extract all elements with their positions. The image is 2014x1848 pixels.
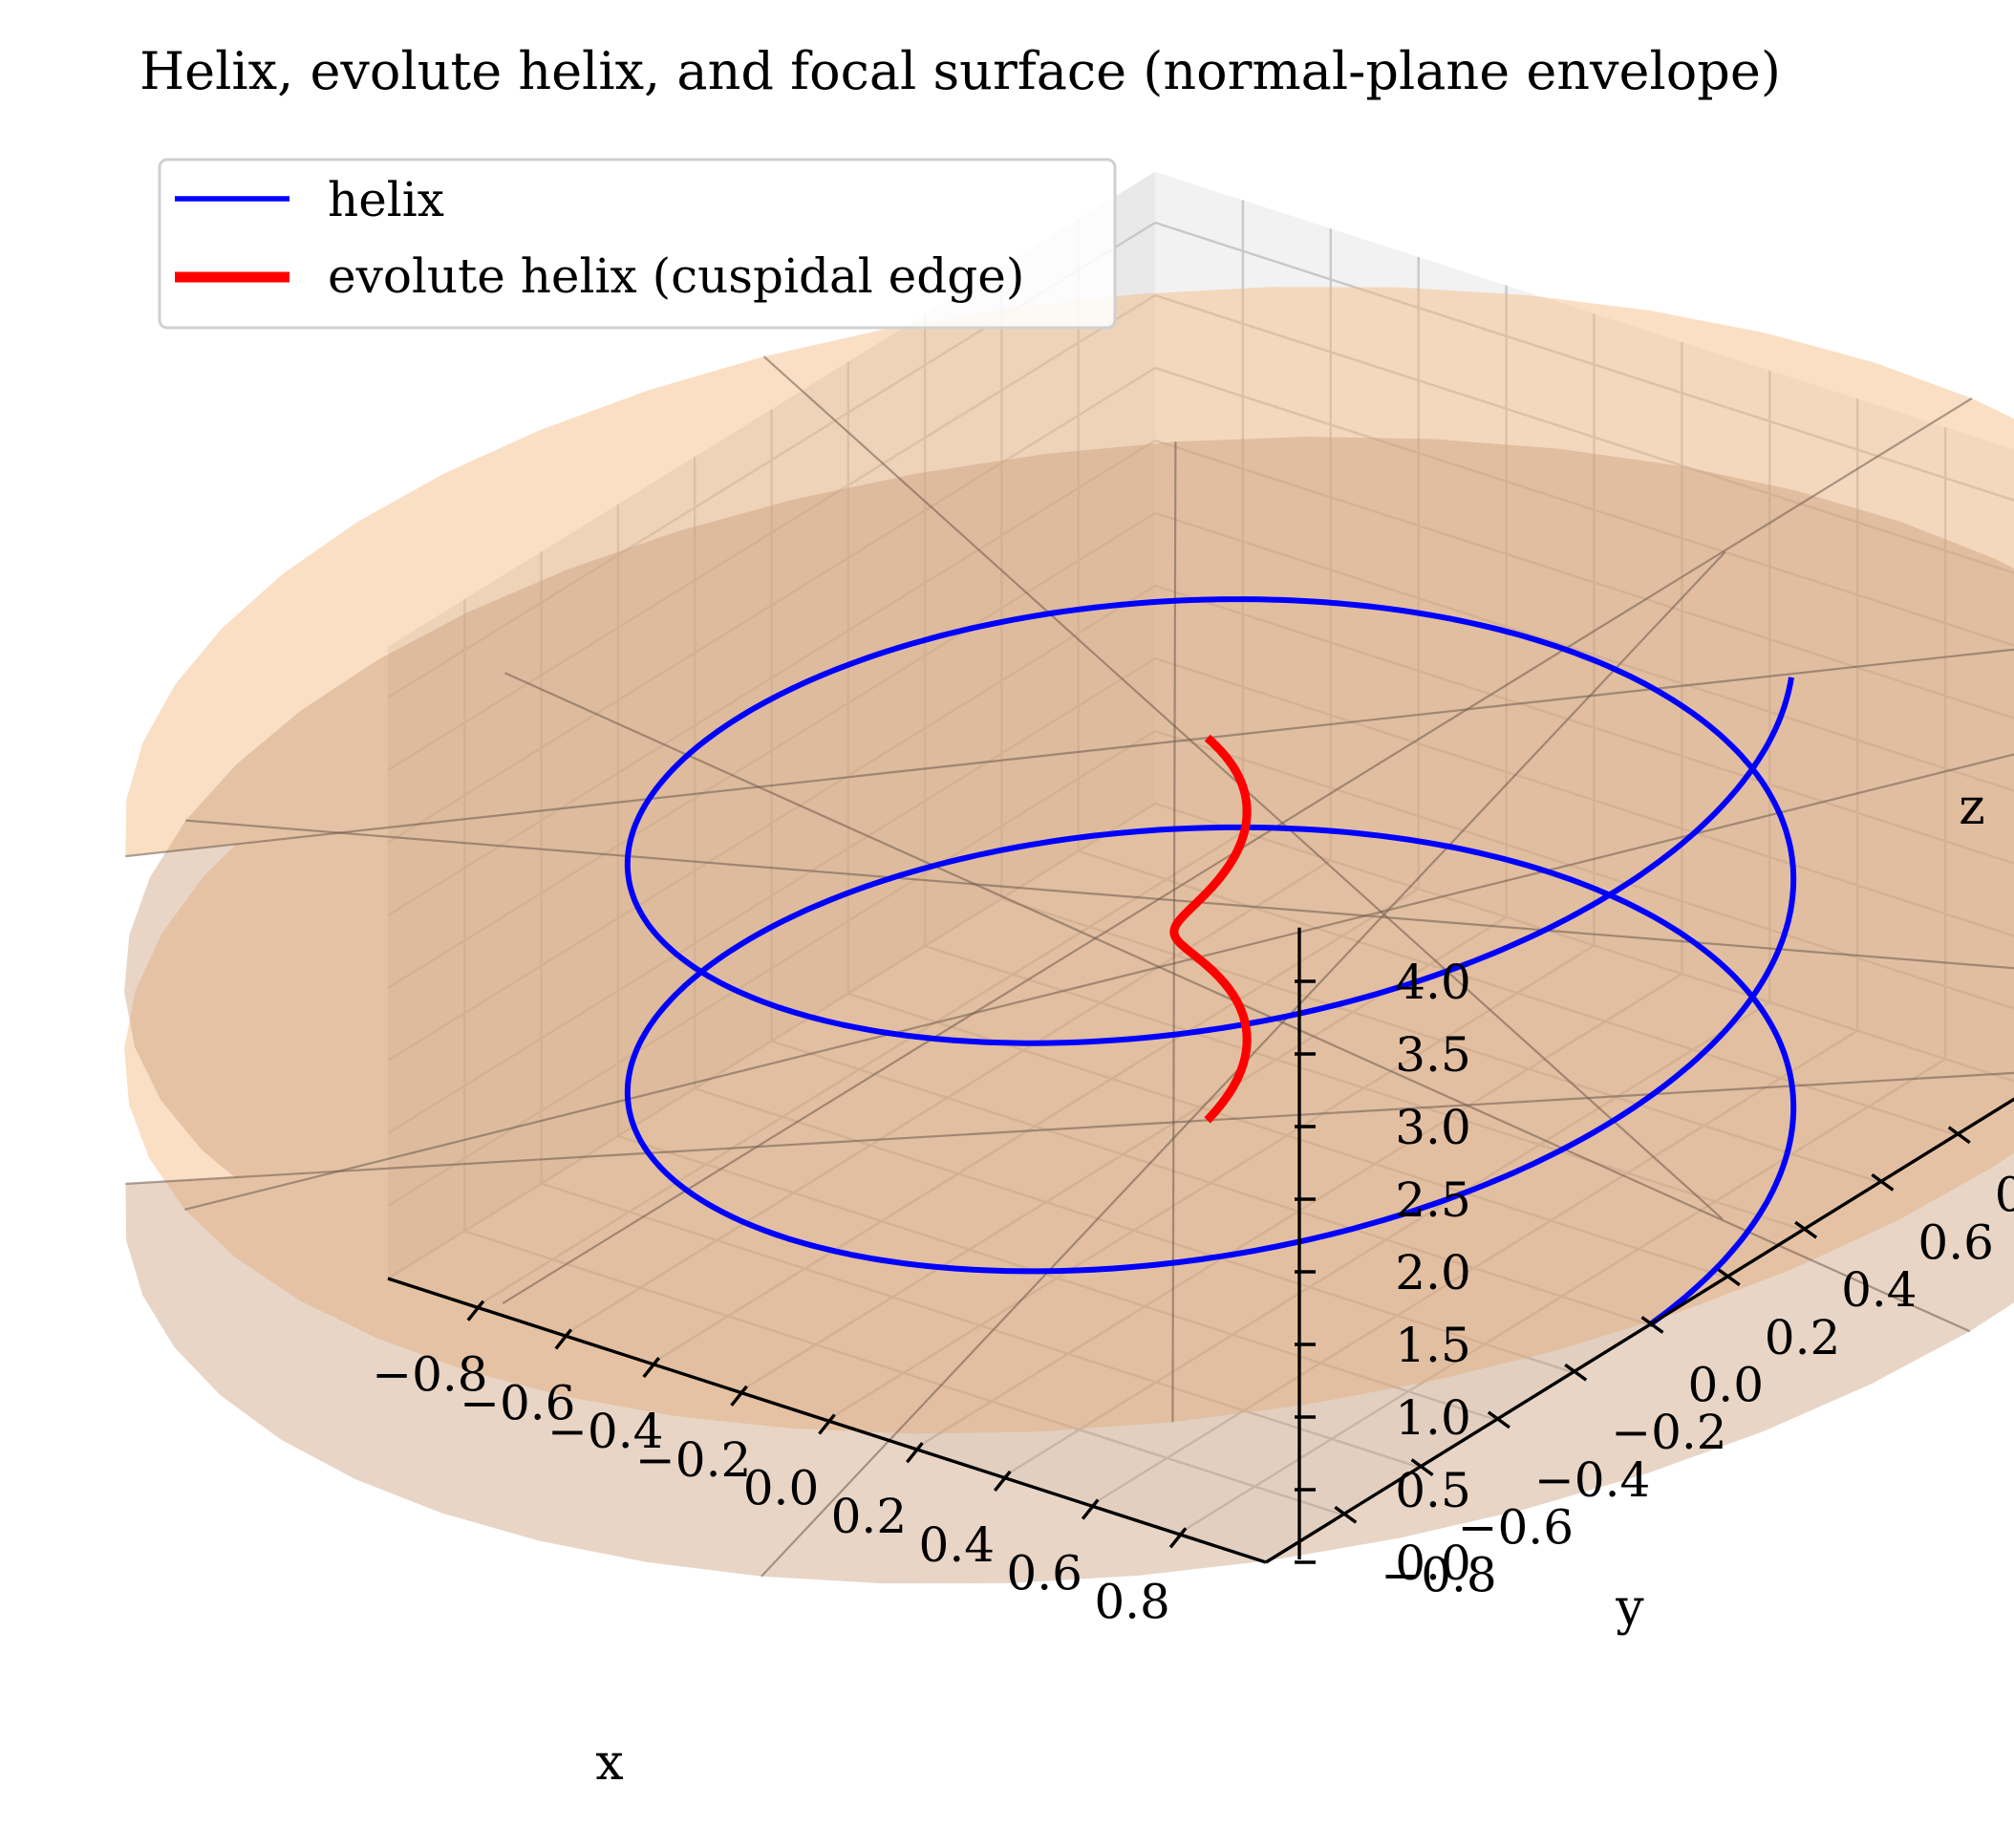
x-tick-label: −0.8 — [372, 1347, 487, 1403]
gridline-z-xz — [1154, 366, 2014, 647]
z-tick-label: 0.5 — [1395, 1463, 1471, 1518]
gridline-z-xz — [1154, 221, 2014, 502]
x-axis-label: x — [595, 1734, 623, 1792]
legend-label-evolute: evolute helix (cuspidal edge) — [328, 248, 1024, 304]
gridline-z-xz — [1154, 293, 2014, 574]
gridlines — [387, 200, 2014, 1536]
gridline-z-xz — [1154, 729, 2014, 1010]
helix-line — [624, 596, 1797, 1327]
y-tick-mark — [1947, 1126, 1971, 1145]
y-tick-label: 0.0 — [1688, 1358, 1765, 1413]
back-pane-xz — [1155, 171, 2014, 1082]
gridline-z-xz — [1154, 802, 2014, 1083]
gridline-floor-y — [694, 1087, 1574, 1374]
x-axis-line — [387, 1277, 1267, 1564]
z-axis-label: z — [1959, 779, 1984, 836]
y-tick-label: −0.4 — [1534, 1452, 1650, 1508]
z-tick-label: 2.0 — [1395, 1245, 1471, 1300]
x-tick-mark — [642, 1357, 661, 1379]
x-tick-label: −0.4 — [547, 1404, 663, 1459]
x-tick-label: 0.8 — [1094, 1574, 1170, 1629]
y-tick-mark — [1871, 1173, 1895, 1192]
axis-lines — [387, 927, 2014, 1564]
y-tick-mark — [1410, 1458, 1434, 1476]
legend: helix evolute helix (cuspidal edge) — [158, 158, 1117, 330]
gridline-z-xz — [1154, 584, 2014, 865]
focal-surface-sheet-1 — [124, 287, 2014, 1434]
evolute-helix-line — [1169, 734, 1252, 1124]
x-tick-mark — [906, 1442, 924, 1464]
y-tick-label: −0.6 — [1458, 1500, 1574, 1556]
focal-surface — [124, 287, 2014, 1584]
x-tick-label: 0.2 — [831, 1489, 908, 1544]
legend-frame — [158, 158, 1117, 330]
z-tick-label: 1.0 — [1395, 1390, 1471, 1446]
y-tick-label: 0.4 — [1841, 1262, 1918, 1318]
z-tick-label: 3.0 — [1395, 1100, 1471, 1155]
gridline-z-xz — [1154, 439, 2014, 720]
gridline-floor-y — [771, 1040, 1650, 1326]
x-tick-label: 0.4 — [919, 1517, 996, 1573]
y-axis-line — [1265, 1097, 2014, 1564]
gridline-floor-y — [541, 1182, 1420, 1469]
x-tick-label: −0.6 — [460, 1375, 575, 1430]
y-tick-label: −0.8 — [1381, 1547, 1496, 1602]
gridline-z-yz — [387, 366, 1156, 845]
x-tick-mark — [730, 1385, 748, 1407]
gridline-z-yz — [387, 656, 1156, 1135]
gridline-floor-y — [617, 1134, 1497, 1422]
y-tick-mark — [1487, 1410, 1510, 1429]
y-tick-mark — [1564, 1363, 1588, 1382]
x-tick-mark — [818, 1413, 836, 1435]
y-tick-label: 0.8 — [1995, 1168, 2014, 1223]
y-tick-mark — [1717, 1268, 1741, 1287]
gridline-z-yz — [387, 439, 1156, 917]
y-tick-label: −0.2 — [1611, 1405, 1726, 1460]
gridline-z-yz — [387, 802, 1156, 1280]
x-tick-label: 0.6 — [1006, 1546, 1082, 1601]
y-tick-mark — [1640, 1316, 1664, 1334]
x-tick-mark — [993, 1470, 1012, 1492]
x-tick-mark — [1081, 1498, 1100, 1520]
gridline-floor-y — [1001, 897, 1880, 1184]
gridline-floor-y — [924, 944, 1804, 1232]
x-tick-label: 0.0 — [743, 1461, 820, 1516]
gridline-z-yz — [387, 293, 1156, 772]
legend-label-helix: helix — [328, 172, 444, 227]
gridline-z-yz — [387, 584, 1156, 1063]
gridline-z-xz — [1154, 511, 2014, 792]
focal-surface-sheet-2 — [124, 437, 2014, 1584]
z-tick-label: 2.5 — [1395, 1172, 1471, 1228]
y-tick-label: 0.6 — [1918, 1214, 1994, 1270]
plot-lines — [624, 596, 1797, 1327]
tick-labels: −0.8−0.6−0.4−0.20.00.20.40.60.8 −0.8−0.6−… — [372, 955, 2014, 1629]
floor-pane — [388, 804, 2014, 1562]
z-tick-label: 1.5 — [1395, 1318, 1471, 1373]
x-tick-mark — [554, 1328, 573, 1350]
x-tick-mark — [466, 1300, 485, 1322]
chart-title: Helix, evolute helix, and focal surface … — [139, 41, 1781, 101]
z-tick-label: 4.0 — [1395, 955, 1471, 1010]
gridline-z-xz — [1154, 656, 2014, 937]
surface-ruling — [125, 1071, 2014, 1185]
y-tick-mark — [1794, 1220, 1818, 1239]
y-axis-label: y — [1615, 1579, 1644, 1637]
z-tick-label: 0.0 — [1395, 1536, 1471, 1591]
y-tick-mark — [1334, 1505, 1358, 1524]
gridline-floor-y — [1078, 849, 1958, 1136]
y-tick-label: 0.2 — [1765, 1310, 1841, 1365]
x-tick-mark — [1168, 1527, 1188, 1549]
x-tick-label: −0.2 — [635, 1432, 751, 1488]
gridline-floor-y — [463, 1230, 1343, 1516]
z-tick-label: 3.5 — [1395, 1027, 1471, 1083]
